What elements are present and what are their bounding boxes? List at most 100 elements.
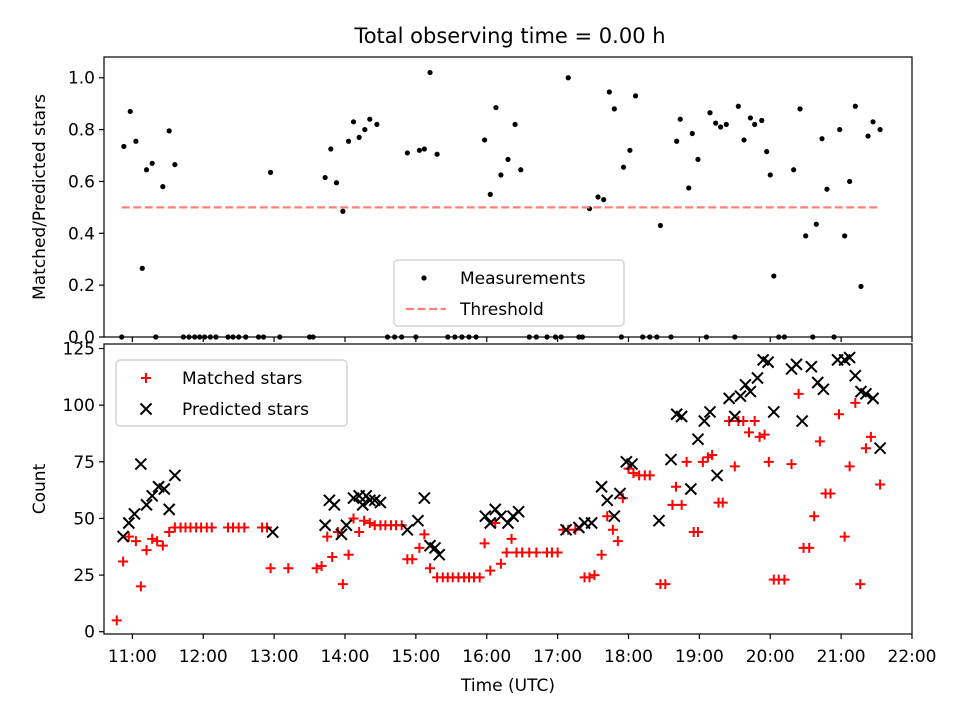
matched-point [814,436,825,447]
measurement-point [404,150,410,156]
y-tick-label: 125 [63,340,95,360]
measurement-point [374,121,380,128]
measurement-point [601,196,607,203]
predicted-point [698,414,711,428]
measurement-point [350,119,357,125]
predicted-point [433,548,446,561]
predicted-point [328,498,341,512]
measurement-point [741,137,747,143]
series-measurements [119,69,883,340]
predicted-point [849,369,862,382]
measurement-point [718,124,724,130]
predicted-point [859,387,873,401]
measurement-point [434,151,440,157]
measurement-point [487,191,493,198]
measurement-point [847,178,853,185]
predicted-point [710,469,724,482]
predicted-point [703,405,717,419]
matched-point [875,479,886,490]
bottom-panel-counts: 0 25 50 75 100 125 11:00 12:00 13:00 14:00 15:00 16… [30,340,937,696]
predicted-point [134,457,148,471]
x-tick-label: 21:00 [817,647,866,667]
measurement-point [139,265,145,271]
measurement-point [797,106,803,112]
measurement-point [695,156,701,163]
matched-point [316,561,327,572]
measurement-point [362,126,368,133]
matched-point [670,481,681,492]
measurement-point [421,146,427,152]
matched-point [779,574,790,585]
matched-point [354,527,365,538]
predicted-point [374,496,387,509]
matched-point [660,579,671,590]
measurement-point [512,121,518,128]
matched-point [860,443,871,454]
legend-label: Predicted stars [182,400,309,420]
matched-point [607,524,618,535]
matched-point [485,565,496,576]
measurement-point [149,160,155,166]
measurement-point [771,273,777,279]
measurement-point [752,121,758,128]
predicted-point [116,530,130,543]
x-tick-label: 12:00 [179,647,228,667]
predicted-point [664,453,678,466]
measurement-point [686,185,692,191]
y-tick-label: 0.8 [68,121,95,141]
matched-point [584,572,595,583]
top-panel-ratio: 0.0 0.2 0.4 0.6 0.8 1.0 Matched/Predicted star… [30,56,913,348]
predicted-point [501,516,515,530]
predicted-point [128,507,141,521]
legend-entry: Matched stars [141,369,302,389]
matched-point [855,579,866,590]
measurement-point [328,146,334,152]
measurement-point [657,222,663,229]
legend: Matched stars Predicted stars [115,359,348,427]
matched-point [506,533,517,544]
measurement-point [356,134,362,140]
matched-point [322,531,333,542]
matched-point [589,570,600,581]
legend-label: Measurements [460,269,586,289]
measurement-point [689,130,695,137]
measurement-point [632,93,639,99]
measurement-point [852,103,858,109]
predicted-point [595,480,608,493]
predicted-point [790,358,803,371]
matched-point [474,572,485,583]
measurement-point [759,117,765,124]
matched-point [793,388,804,399]
matched-point [206,522,217,533]
measurement-point [611,106,617,112]
y-tick-label: 75 [73,453,95,473]
measurement-point [498,172,504,178]
predicted-point [318,519,332,532]
y-tick-label: 100 [63,396,95,416]
matched-point [343,549,354,560]
x-tick-label: 16:00 [462,647,511,667]
predicted-point [873,442,887,455]
matched-point [135,581,146,592]
measurement-point [627,147,633,153]
legend-box [115,359,348,427]
legend-swatch [139,402,153,416]
measurement-point [333,180,340,186]
measurement-point [518,167,524,173]
legend-box [393,259,625,327]
matched-point [425,563,436,574]
chart-title: Total observing time = 0.00 h [353,24,665,48]
x-tick-label: 13:00 [250,647,299,667]
measurement-point [735,103,741,109]
predicted-point [335,528,348,541]
measurement-point [565,75,571,81]
predicted-point [652,514,666,527]
matched-point [501,547,512,558]
measurement-point [620,164,627,170]
matched-point [327,551,338,562]
matched-point [763,456,774,467]
measurement-point [340,208,346,214]
predicted-point [684,482,698,496]
matched-point [359,515,370,526]
matched-point [147,533,158,544]
